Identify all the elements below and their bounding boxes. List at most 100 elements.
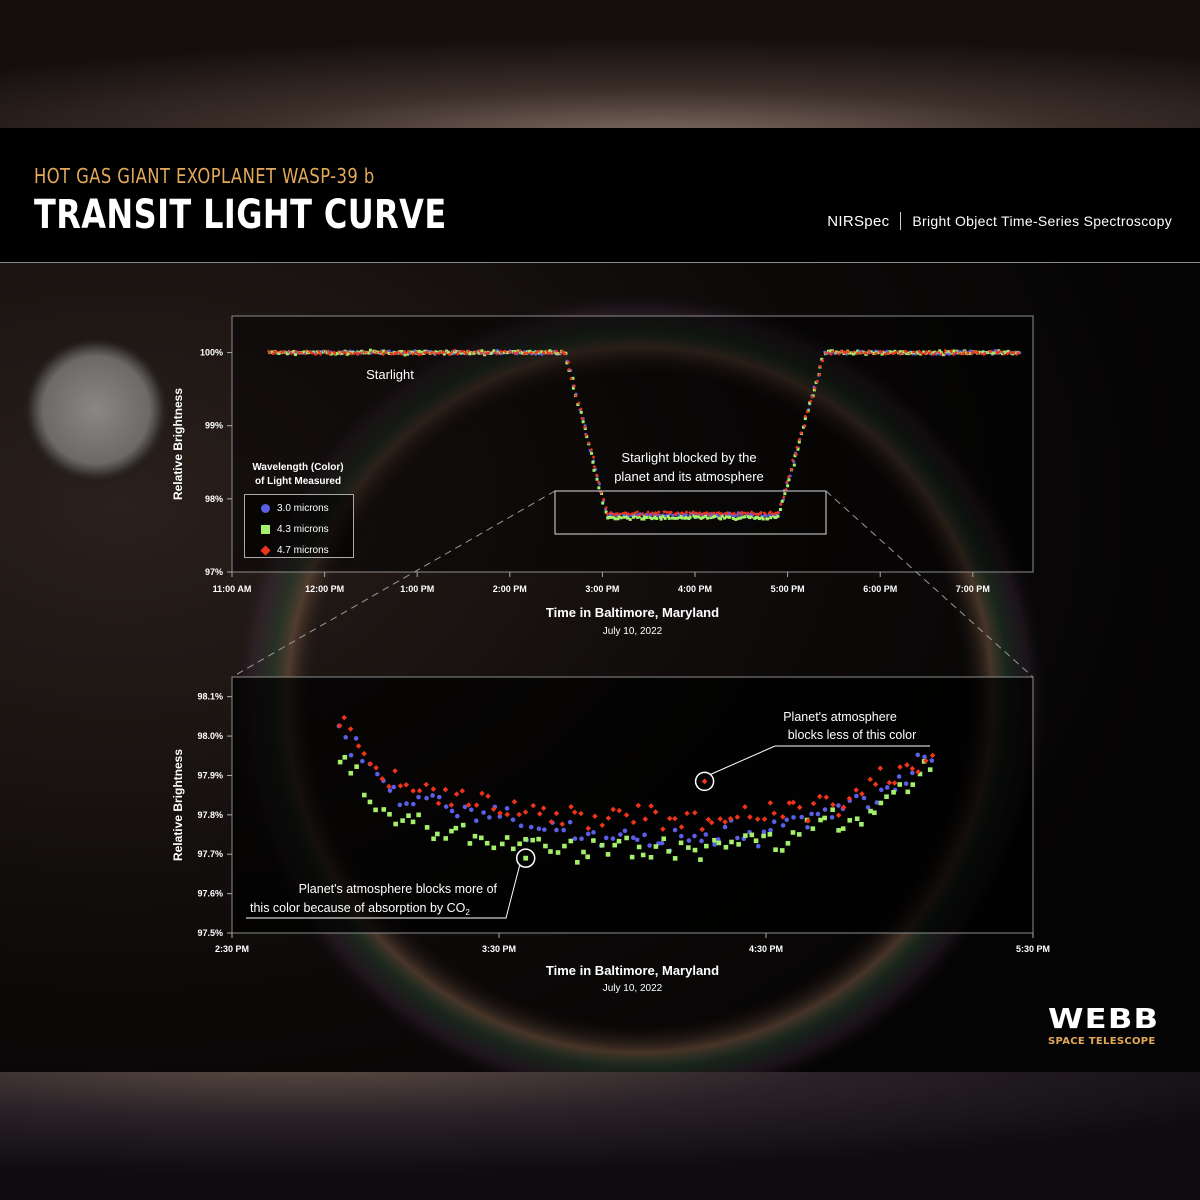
data-point — [767, 800, 774, 806]
transit-annotation-line2: planet and its atmosphere — [614, 469, 764, 484]
data-point — [822, 807, 828, 812]
data-point — [403, 353, 407, 357]
data-point — [666, 515, 670, 519]
data-point — [675, 511, 680, 515]
data-point — [348, 770, 354, 776]
y-tick-label: 98.1% — [197, 692, 223, 702]
data-point — [749, 832, 755, 838]
annotation-less-line2: blocks less of this color — [788, 728, 917, 742]
data-point — [455, 349, 459, 353]
data-point — [387, 811, 392, 817]
data-point — [784, 817, 789, 823]
data-point — [715, 837, 721, 842]
data-point — [713, 514, 717, 518]
data-point — [467, 841, 473, 846]
data-point — [716, 840, 722, 846]
data-point — [698, 857, 703, 862]
data-point — [617, 515, 621, 519]
data-point — [297, 350, 302, 355]
instrument-name: NIRSpec — [827, 212, 890, 230]
data-point — [659, 517, 663, 521]
data-point — [868, 808, 873, 814]
data-point — [529, 351, 534, 355]
data-point — [712, 842, 717, 847]
data-point — [891, 789, 896, 795]
data-point — [481, 810, 486, 815]
data-point — [997, 349, 1001, 353]
data-point — [746, 515, 750, 519]
data-point — [872, 810, 877, 816]
data-point — [688, 515, 692, 519]
data-point — [840, 826, 846, 831]
data-point — [616, 838, 622, 844]
data-point — [479, 351, 484, 356]
x-tick-label: 3:00 PM — [585, 584, 619, 594]
data-point — [912, 350, 916, 354]
data-point — [442, 352, 446, 356]
data-point — [829, 349, 833, 353]
data-point — [592, 468, 596, 472]
data-point — [761, 829, 767, 835]
data-point — [790, 799, 796, 806]
data-point — [414, 350, 419, 355]
data-point — [720, 514, 724, 518]
data-point — [722, 824, 728, 830]
data-point — [882, 351, 886, 355]
x-tick-label: 5:30 PM — [1016, 944, 1050, 954]
data-point — [653, 515, 657, 519]
data-point — [456, 351, 461, 356]
data-point — [553, 810, 560, 817]
data-point — [805, 825, 810, 830]
data-point — [952, 349, 956, 353]
data-point — [839, 349, 843, 354]
data-point — [630, 835, 636, 841]
data-point — [504, 811, 511, 818]
highlight-ring — [694, 771, 715, 792]
data-point — [704, 843, 709, 849]
data-point — [655, 511, 659, 516]
data-point — [660, 826, 666, 832]
data-point — [430, 793, 435, 798]
data-point — [581, 420, 585, 424]
data-point — [796, 804, 803, 811]
data-point — [453, 350, 457, 354]
data-point — [835, 812, 842, 818]
data-point — [776, 514, 780, 518]
data-point — [635, 510, 640, 514]
data-point — [787, 478, 791, 482]
legend-title-line2: of Light Measured — [254, 476, 342, 487]
data-point — [859, 821, 864, 827]
data-point — [368, 348, 372, 352]
data-point — [548, 849, 553, 854]
data-point — [705, 510, 709, 515]
data-point — [572, 836, 578, 841]
data-point — [453, 825, 459, 831]
data-point — [406, 813, 411, 818]
data-point — [416, 787, 423, 794]
x-tick-label: 12:00 PM — [305, 584, 344, 594]
data-point — [692, 833, 697, 839]
data-point — [729, 839, 734, 845]
data-point — [678, 824, 685, 830]
data-point — [811, 394, 815, 398]
data-point — [455, 813, 460, 819]
data-point — [884, 794, 889, 800]
data-point — [571, 386, 575, 390]
data-point — [808, 401, 812, 405]
data-point — [701, 516, 705, 520]
data-point — [523, 836, 528, 842]
instrument-mode: Bright Object Time-Series Spectroscopy — [912, 213, 1172, 229]
data-point — [591, 455, 596, 459]
data-point — [897, 782, 903, 787]
data-point — [565, 361, 569, 365]
data-point — [562, 843, 567, 849]
data-point — [337, 759, 343, 765]
data-point — [450, 350, 454, 354]
data-point — [990, 351, 994, 355]
data-point — [780, 823, 786, 828]
data-point — [514, 350, 518, 354]
data-point — [342, 755, 348, 760]
chart-title: TRANSIT LIGHT CURVE — [34, 192, 447, 238]
data-point — [749, 515, 753, 519]
data-point — [917, 771, 923, 777]
